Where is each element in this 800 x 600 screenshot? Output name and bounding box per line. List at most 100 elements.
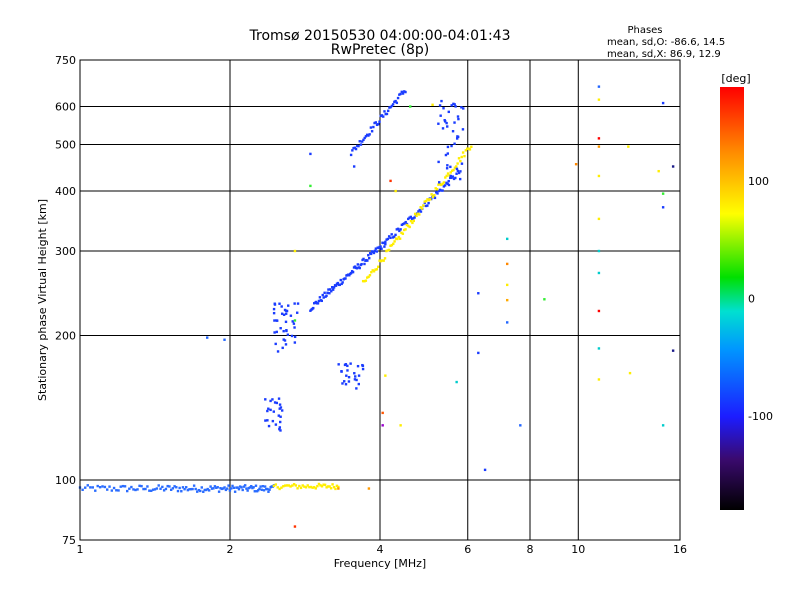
- data-point: [429, 198, 432, 201]
- colorbar-tick-label: 100: [748, 175, 769, 188]
- data-point: [354, 375, 357, 378]
- data-point: [398, 237, 402, 240]
- colorbar: [deg] 100 0 -100: [720, 72, 773, 510]
- data-point: [387, 235, 391, 238]
- data-point: [175, 486, 178, 489]
- data-point: [239, 485, 242, 488]
- data-point: [396, 227, 400, 231]
- data-point: [446, 172, 450, 175]
- data-point: [277, 414, 280, 417]
- data-point: [400, 90, 403, 94]
- data-point: [205, 336, 209, 339]
- data-point: [236, 486, 239, 489]
- data-point: [437, 160, 440, 164]
- phase-stats: Phases mean, sd,O: -86.6, 14.5 mean, sd,…: [607, 25, 725, 60]
- colorbar-tick-label: 0: [748, 293, 755, 306]
- data-point: [661, 101, 665, 105]
- data-point: [285, 484, 289, 487]
- data-point: [314, 487, 317, 490]
- data-point: [245, 487, 248, 490]
- data-point: [301, 484, 304, 487]
- data-point: [457, 117, 460, 121]
- data-point: [273, 303, 277, 306]
- data-point: [351, 270, 355, 274]
- data-point: [437, 122, 440, 125]
- data-point: [331, 288, 335, 291]
- data-point: [289, 314, 293, 317]
- data-point: [450, 104, 453, 107]
- data-point: [448, 174, 451, 177]
- data-point: [191, 487, 194, 491]
- data-point: [206, 487, 209, 491]
- data-point: [293, 525, 297, 528]
- data-point: [320, 299, 323, 303]
- data-point: [464, 149, 468, 152]
- data-point: [266, 409, 269, 413]
- data-point: [318, 296, 322, 299]
- data-point: [399, 424, 402, 427]
- data-point: [383, 257, 387, 260]
- data-point: [294, 484, 298, 487]
- data-point: [219, 486, 222, 490]
- data-point: [442, 181, 446, 184]
- data-point: [627, 145, 630, 148]
- data-point: [295, 311, 299, 314]
- data-point: [412, 219, 416, 223]
- data-point: [240, 486, 243, 489]
- data-point: [398, 93, 401, 96]
- data-point: [453, 166, 457, 169]
- data-point: [274, 342, 277, 346]
- data-point: [420, 207, 424, 210]
- data-point: [400, 231, 403, 234]
- data-point: [110, 489, 114, 492]
- y-tick-label: 75: [62, 534, 76, 547]
- data-point: [354, 147, 358, 151]
- data-point: [381, 411, 384, 415]
- data-point: [205, 488, 208, 492]
- data-point: [142, 487, 145, 491]
- x-tick-label: 1: [77, 543, 84, 556]
- data-point: [264, 419, 267, 422]
- y-axis-ticks: 75 100 200 300 400 500 600 750: [55, 54, 76, 547]
- data-point: [171, 487, 175, 490]
- y-tick-label: 600: [55, 101, 76, 114]
- data-point: [450, 169, 454, 172]
- data-point: [261, 485, 265, 488]
- data-point: [227, 484, 230, 487]
- data-point: [399, 92, 402, 96]
- data-point: [293, 319, 297, 322]
- data-point: [455, 165, 458, 168]
- data-point: [394, 233, 397, 237]
- data-point: [220, 487, 224, 491]
- data-point: [436, 192, 439, 195]
- data-point: [419, 206, 422, 209]
- data-point: [337, 487, 340, 490]
- data-point: [266, 419, 269, 422]
- data-point: [447, 179, 450, 183]
- colorbar-tick-label: -100: [748, 410, 773, 423]
- data-point: [293, 326, 296, 329]
- data-point: [368, 274, 372, 277]
- data-point: [597, 217, 601, 221]
- data-point: [183, 487, 186, 491]
- data-point: [334, 284, 338, 287]
- data-point: [381, 424, 384, 427]
- data-point: [400, 223, 404, 227]
- data-point: [466, 147, 469, 150]
- data-point: [449, 171, 452, 174]
- data-point: [269, 408, 272, 412]
- data-point: [203, 488, 206, 492]
- data-point: [458, 177, 462, 181]
- data-point: [151, 488, 155, 491]
- data-points: [78, 85, 675, 528]
- data-point: [287, 484, 290, 487]
- data-point: [162, 489, 166, 492]
- x-tick-label: 2: [227, 543, 234, 556]
- data-point: [453, 121, 456, 124]
- data-point: [356, 263, 360, 266]
- y-tick-label: 500: [55, 139, 76, 152]
- data-point: [148, 489, 151, 492]
- data-point: [505, 262, 509, 266]
- data-point: [379, 114, 382, 118]
- data-point: [291, 320, 294, 323]
